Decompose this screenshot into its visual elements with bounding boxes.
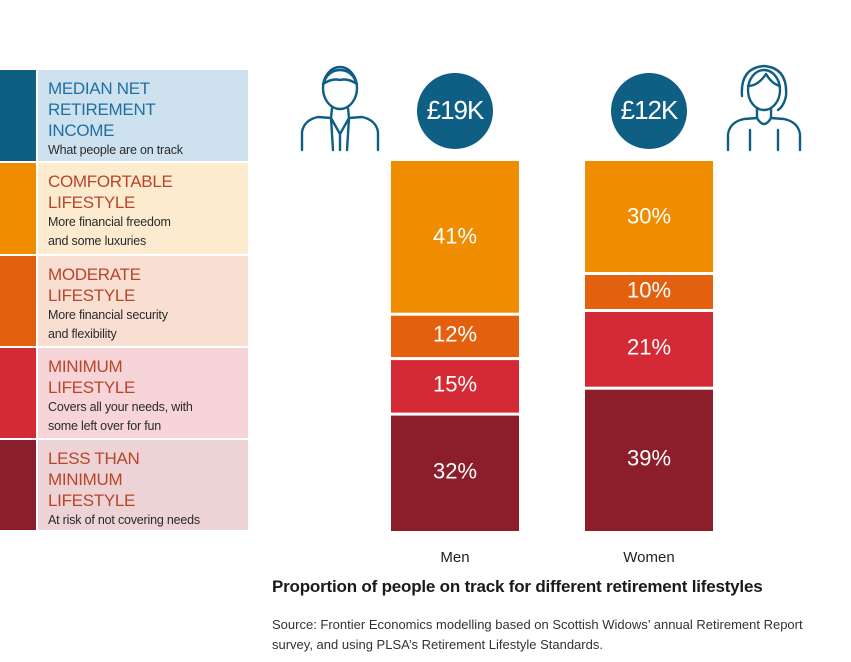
legend-title: MODERATE LIFESTYLE [48,265,141,305]
bar-segment [585,161,713,272]
category-label: Women [623,549,674,566]
legend-title: MINIMUM LIFESTYLE [48,357,136,397]
man-icon [300,65,380,152]
stacked-bar-chart: 32% 15% 12% 41% Men £19K 39% 21% 10% 30% Women £12K [300,64,802,566]
chart-title: Proportion of people on track for differ… [272,577,763,596]
bar-segment [585,389,713,531]
bar-value-label: 30% [627,203,671,228]
median-income-label: £12K [621,95,679,125]
median-income-bubble [417,73,493,149]
bar-value-label: 10% [627,277,671,302]
legend-description: More financial security and flexibility [48,308,168,341]
bar-segment [391,315,519,358]
legend-description: More financial freedom and some luxuries [48,215,171,248]
legend-swatch [0,440,36,530]
bar-segment [391,161,519,313]
bar-value-label: 41% [433,224,477,249]
legend-item: COMFORTABLE LIFESTYLE More financial free… [0,163,248,254]
legend-item: MINIMUM LIFESTYLE Covers all your needs, … [0,348,248,438]
legend-title: COMFORTABLE LIFESTYLE [48,172,173,212]
bar-segment [585,275,713,309]
bar-segment [391,360,519,413]
legend-box: MODERATE LIFESTYLE More financial securit… [38,256,248,346]
legend-item: LESS THAN MINIMUM LIFESTYLE At risk of no… [0,440,248,530]
legend-box: MINIMUM LIFESTYLE Covers all your needs, … [38,348,248,438]
source-note: Source: Frontier Economics modelling bas… [272,617,803,652]
median-income-bubble [611,73,687,149]
bar-value-label: 39% [627,446,671,471]
bar-value-label: 15% [433,372,477,397]
bar-segment [585,312,713,387]
legend-box: LESS THAN MINIMUM LIFESTYLE At risk of no… [38,440,248,530]
median-income-label: £19K [427,95,485,125]
bar-value-label: 12% [433,322,477,347]
bar-segment [391,415,519,531]
woman-icon [726,64,802,152]
legend-title: LESS THAN MINIMUM LIFESTYLE [48,449,140,510]
category-label: Men [440,549,469,566]
bar-value-label: 21% [627,335,671,360]
legend-description: Covers all your needs, with some left ov… [48,400,193,433]
legend-swatch [0,163,36,254]
legend-swatch [0,348,36,438]
legend-item: MODERATE LIFESTYLE More financial securit… [0,256,248,346]
legend-swatch [0,70,36,161]
legend-description: At risk of not covering needs [48,513,200,527]
legend-box: COMFORTABLE LIFESTYLE More financial free… [38,163,248,254]
bar-value-label: 32% [433,459,477,484]
legend-title: MEDIAN NET RETIREMENT INCOME [48,79,156,140]
legend-swatch [0,256,36,346]
